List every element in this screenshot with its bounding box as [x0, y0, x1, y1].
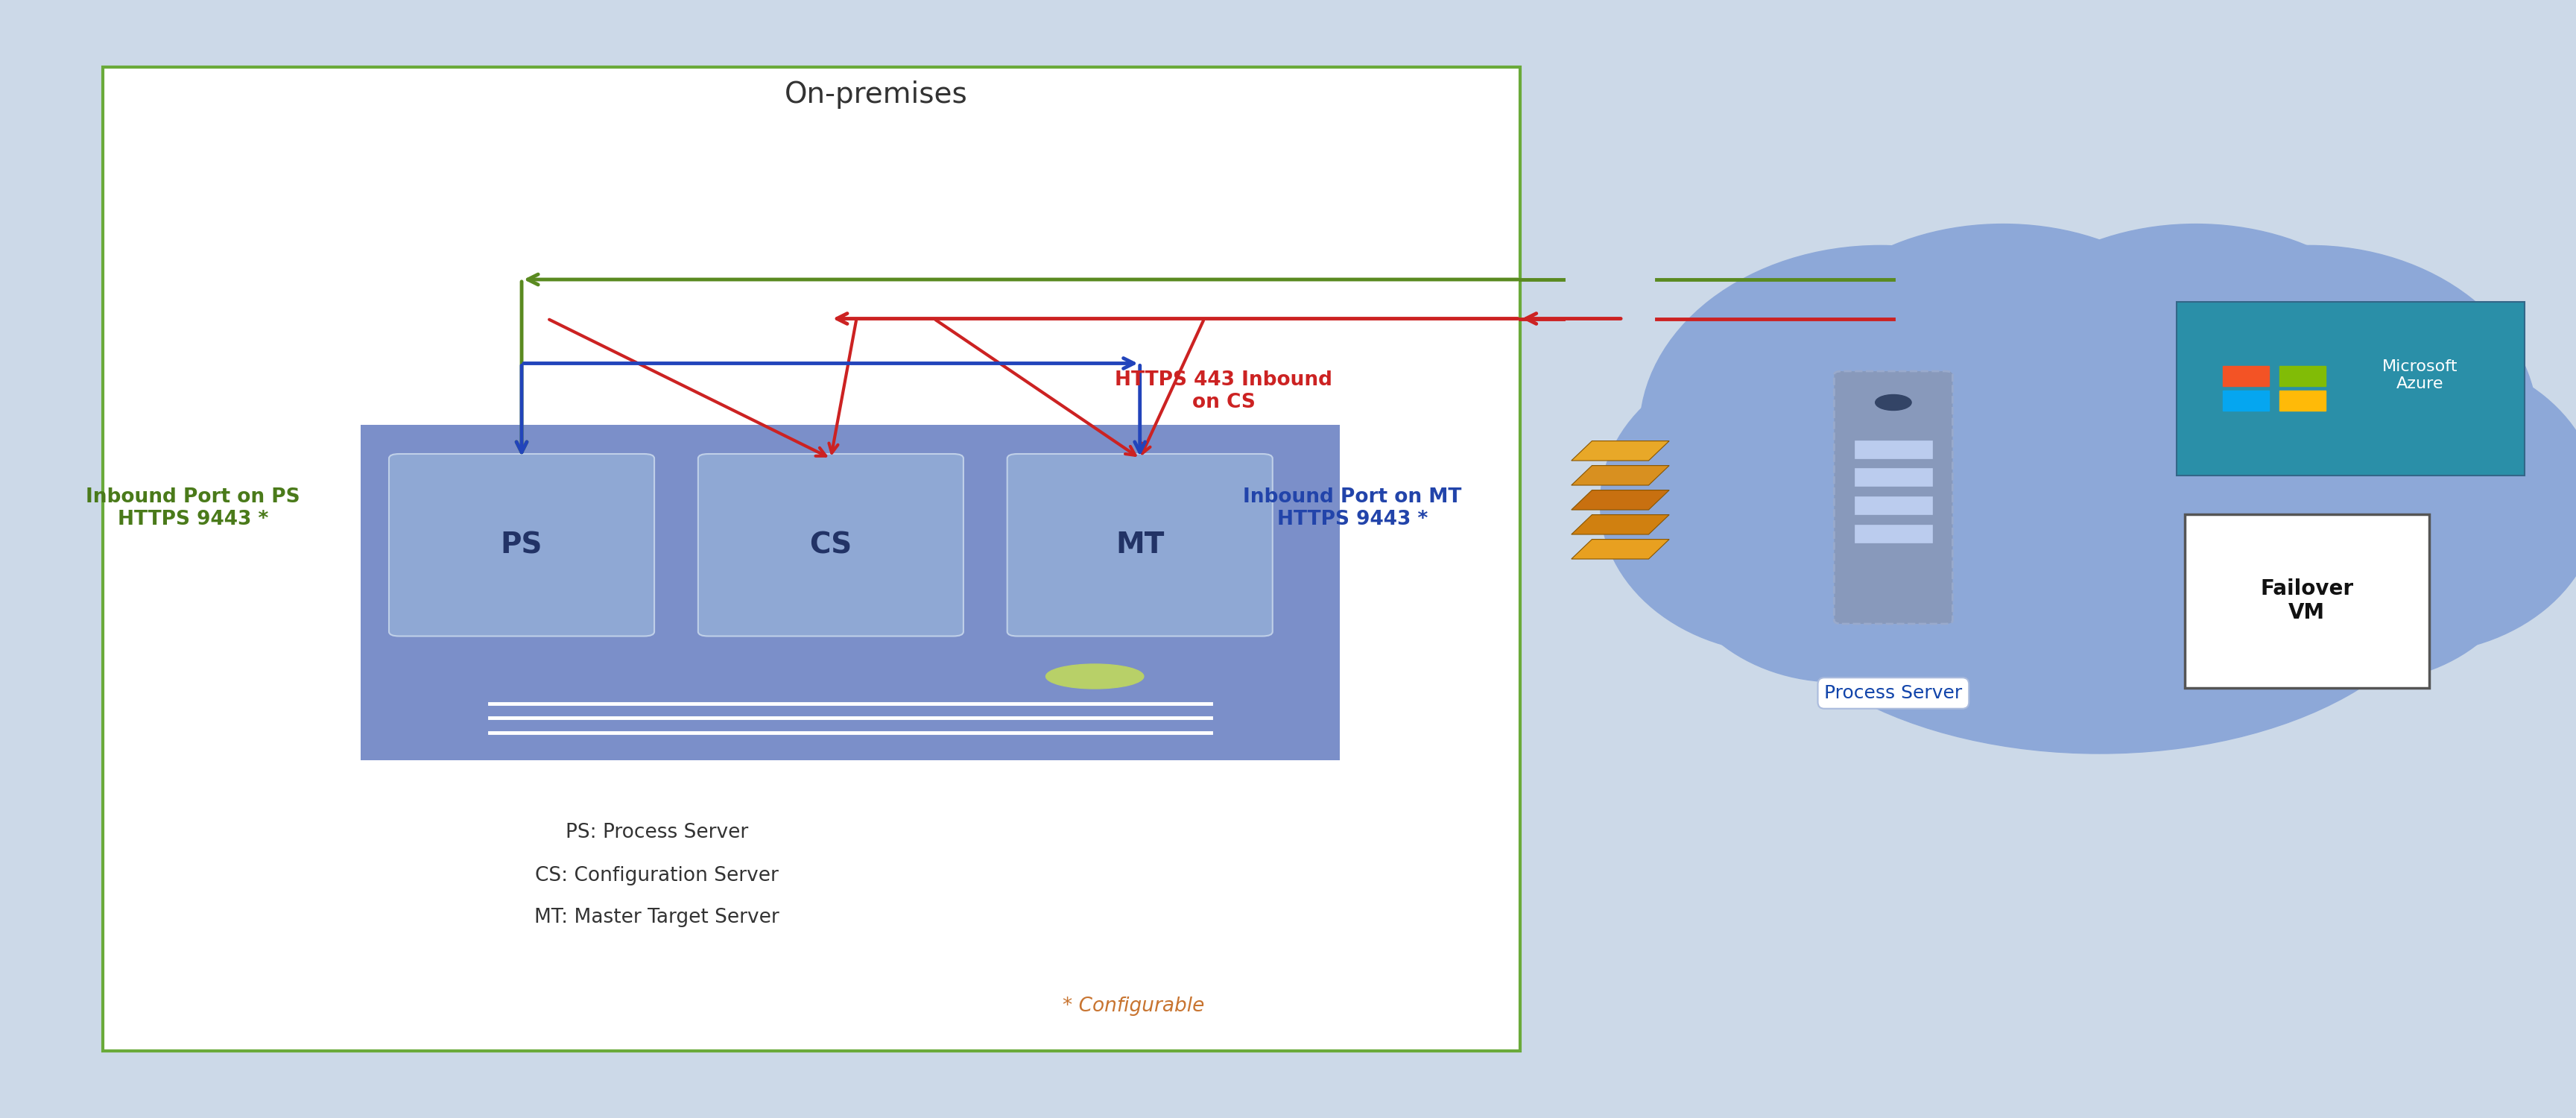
Circle shape	[1875, 395, 1911, 410]
Polygon shape	[1571, 514, 1669, 534]
Text: Microsoft
Azure: Microsoft Azure	[2383, 359, 2458, 391]
Text: PS: Process Server: PS: Process Server	[567, 823, 747, 843]
Ellipse shape	[1669, 410, 2004, 682]
Text: On-premises: On-premises	[783, 80, 969, 110]
Text: Process Server: Process Server	[1824, 684, 1963, 702]
Ellipse shape	[1749, 360, 2450, 754]
Ellipse shape	[1986, 224, 2406, 510]
Text: CS: CS	[809, 531, 853, 559]
Ellipse shape	[1638, 246, 2120, 617]
FancyBboxPatch shape	[103, 67, 1520, 1051]
FancyBboxPatch shape	[1855, 496, 1932, 514]
Ellipse shape	[1682, 288, 2514, 718]
Text: * Configurable: * Configurable	[1061, 996, 1206, 1016]
FancyBboxPatch shape	[698, 454, 963, 636]
Text: PS: PS	[500, 531, 544, 559]
Ellipse shape	[1600, 353, 1968, 653]
Text: Failover
VM: Failover VM	[2259, 578, 2354, 624]
Polygon shape	[1571, 490, 1669, 510]
FancyBboxPatch shape	[1834, 371, 1953, 624]
Text: MT: MT	[1115, 531, 1164, 559]
Polygon shape	[1571, 440, 1669, 461]
Text: Inbound Port on PS
HTTPS 9443 *: Inbound Port on PS HTTPS 9443 *	[85, 487, 301, 530]
Bar	[2280, 367, 2326, 387]
Bar	[2280, 391, 2326, 411]
Text: CS: Configuration Server: CS: Configuration Server	[536, 865, 778, 885]
FancyBboxPatch shape	[1855, 440, 1932, 458]
Text: Inbound Port on MT
HTTPS 9443 *: Inbound Port on MT HTTPS 9443 *	[1244, 487, 1461, 530]
FancyBboxPatch shape	[361, 425, 1340, 760]
FancyBboxPatch shape	[1007, 454, 1273, 636]
Ellipse shape	[2081, 246, 2537, 604]
Polygon shape	[1571, 465, 1669, 485]
Ellipse shape	[1793, 224, 2213, 510]
FancyBboxPatch shape	[2184, 514, 2429, 688]
Text: MT: Master Target Server: MT: Master Target Server	[533, 908, 781, 928]
FancyBboxPatch shape	[1855, 524, 1932, 542]
FancyBboxPatch shape	[389, 454, 654, 636]
FancyBboxPatch shape	[2177, 302, 2524, 475]
Bar	[2223, 391, 2269, 411]
Bar	[2223, 367, 2269, 387]
Ellipse shape	[2231, 353, 2576, 653]
Ellipse shape	[2195, 410, 2530, 682]
Ellipse shape	[1046, 664, 1144, 689]
FancyBboxPatch shape	[1855, 468, 1932, 486]
Polygon shape	[1571, 539, 1669, 559]
Text: HTTPS 443 Inbound
on CS: HTTPS 443 Inbound on CS	[1115, 370, 1332, 413]
